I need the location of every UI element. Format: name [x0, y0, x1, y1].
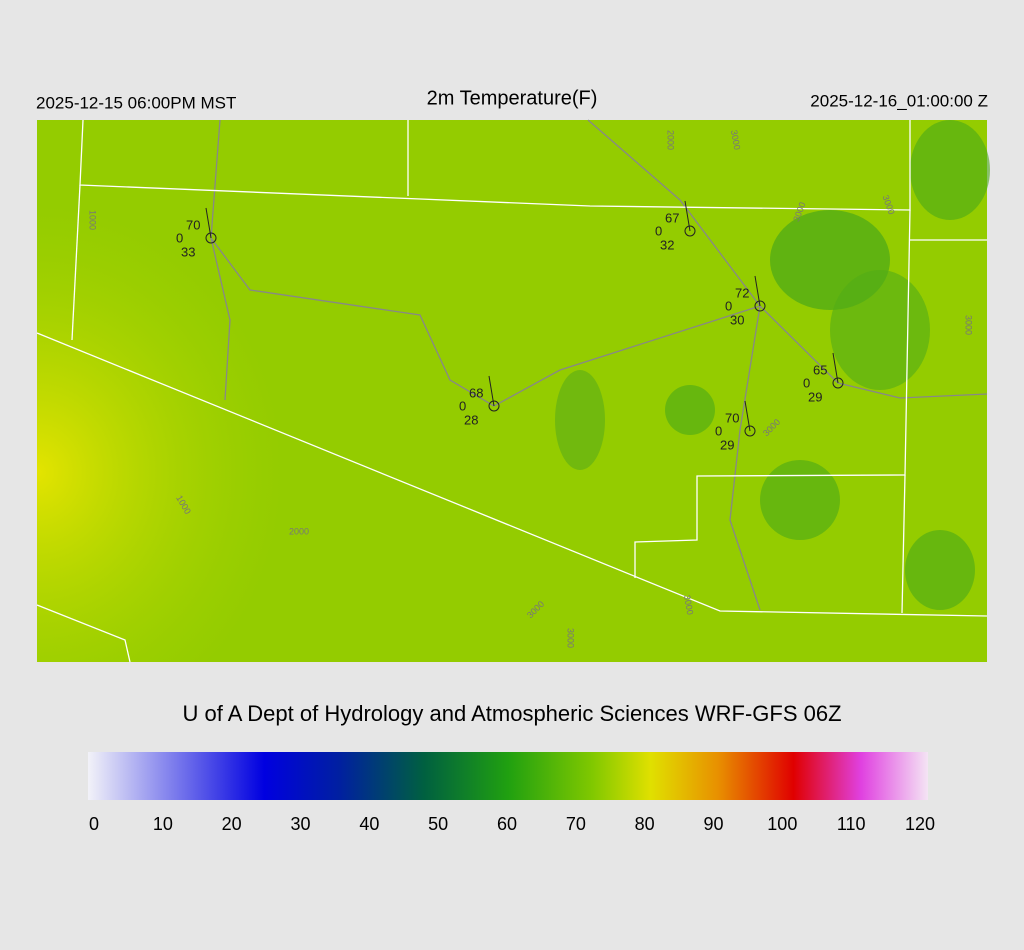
station-wind: 0 [176, 230, 183, 245]
contour-label: 3000 [682, 594, 695, 615]
wind-barb [205, 207, 212, 239]
colorbar-tick-label: 50 [428, 814, 448, 834]
utc-time: 2025-12-16_01:00:00 Z [810, 91, 988, 110]
colorbar-tick-label: 120 [905, 814, 935, 834]
colorbar-tick-label: 0 [89, 814, 99, 834]
colorbar [88, 752, 928, 800]
wind-barb [832, 352, 839, 384]
colorbar-tick-label: 10 [153, 814, 173, 834]
map-title: 2m Temperature(F) [427, 87, 598, 109]
station-marker [744, 425, 756, 437]
station-temperature: 67 [665, 210, 679, 225]
station-dewpoint: 33 [181, 244, 195, 259]
station-dewpoint: 30 [730, 312, 744, 327]
colorbar-tick-label: 40 [359, 814, 379, 834]
colorbar-tick-label: 30 [290, 814, 310, 834]
contour-label: 3000 [566, 628, 576, 648]
colorbar-tick-label: 90 [703, 814, 723, 834]
station-temperature: 72 [735, 285, 749, 300]
colorbar-tick-label: 70 [566, 814, 586, 834]
credit: U of A Dept of Hydrology and Atmospheric… [182, 701, 841, 726]
colorbar-tick-label: 110 [837, 814, 866, 834]
colorbar-tick-label: 60 [497, 814, 517, 834]
station-wind: 0 [715, 423, 722, 438]
station-wind: 0 [655, 223, 662, 238]
station-marker [832, 377, 844, 389]
station-dewpoint: 29 [808, 389, 822, 404]
station-wind: 0 [459, 398, 466, 413]
wind-barb [684, 200, 691, 232]
station-marker [684, 225, 696, 237]
station-marker [488, 400, 500, 412]
colorbar-tick-label: 80 [635, 814, 655, 834]
station-dewpoint: 29 [720, 437, 734, 452]
station-marker [205, 232, 217, 244]
colorbar-tick-label: 100 [767, 814, 797, 834]
station-temperature: 70 [725, 410, 739, 425]
station-temperature: 70 [186, 217, 200, 232]
station-dewpoint: 28 [464, 412, 478, 427]
station-wind: 0 [803, 375, 810, 390]
contour-label: 1000 [88, 210, 98, 230]
colorbar-tick-label: 20 [222, 814, 242, 834]
contour-label: 3000 [964, 315, 974, 335]
local-time: 2025-12-15 06:00PM MST [36, 93, 236, 112]
wind-barb [488, 375, 495, 407]
station-wind: 0 [725, 298, 732, 313]
station-marker [754, 300, 766, 312]
wind-barb [754, 275, 761, 307]
station-temperature: 68 [469, 385, 483, 400]
contour-label: 2000 [289, 526, 309, 536]
station-dewpoint: 32 [660, 237, 674, 252]
station-temperature: 65 [813, 362, 827, 377]
contour-label: 2000 [666, 130, 676, 150]
contour-label: 3000 [729, 129, 742, 150]
wind-barb [744, 400, 751, 432]
